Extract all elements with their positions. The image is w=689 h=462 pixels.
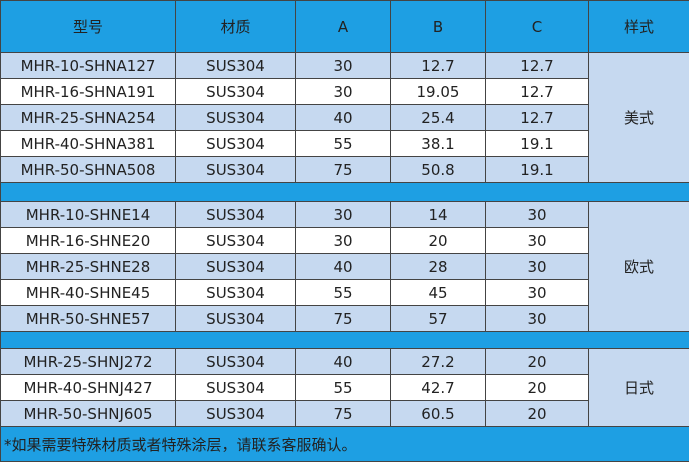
style-cell: 日式 xyxy=(589,349,689,427)
cell: 30 xyxy=(486,228,589,254)
cell: MHR-25-SHNE28 xyxy=(1,254,176,280)
cell: 12.7 xyxy=(486,53,589,79)
header-cell: C xyxy=(486,1,589,53)
separator xyxy=(1,183,689,202)
cell: 19.05 xyxy=(391,79,486,105)
cell: SUS304 xyxy=(176,349,296,375)
cell: SUS304 xyxy=(176,53,296,79)
cell: SUS304 xyxy=(176,157,296,183)
cell: MHR-16-SHNA191 xyxy=(1,79,176,105)
cell: SUS304 xyxy=(176,254,296,280)
cell: 27.2 xyxy=(391,349,486,375)
cell: SUS304 xyxy=(176,280,296,306)
cell: 75 xyxy=(296,306,391,332)
cell: 55 xyxy=(296,131,391,157)
cell: 55 xyxy=(296,375,391,401)
cell: 42.7 xyxy=(391,375,486,401)
cell: 20 xyxy=(486,349,589,375)
cell: 30 xyxy=(486,280,589,306)
cell: 30 xyxy=(296,79,391,105)
cell: 40 xyxy=(296,349,391,375)
cell: SUS304 xyxy=(176,228,296,254)
cell: SUS304 xyxy=(176,79,296,105)
separator xyxy=(1,332,689,349)
footer-row: *如果需要特殊材质或者特殊涂层，请联系客服确认。 xyxy=(1,427,689,462)
cell: 45 xyxy=(391,280,486,306)
cell: MHR-16-SHNE20 xyxy=(1,228,176,254)
cell: 38.1 xyxy=(391,131,486,157)
cell: 25.4 xyxy=(391,105,486,131)
cell: 57 xyxy=(391,306,486,332)
cell: 19.1 xyxy=(486,131,589,157)
cell: 75 xyxy=(296,401,391,427)
cell: 12.7 xyxy=(486,105,589,131)
cell: 60.5 xyxy=(391,401,486,427)
cell: 75 xyxy=(296,157,391,183)
cell: 20 xyxy=(486,401,589,427)
cell: 50.8 xyxy=(391,157,486,183)
cell: MHR-50-SHNE57 xyxy=(1,306,176,332)
cell: 12.7 xyxy=(486,79,589,105)
cell: SUS304 xyxy=(176,202,296,228)
separator-row xyxy=(1,183,689,202)
cell: MHR-40-SHNJ427 xyxy=(1,375,176,401)
cell: SUS304 xyxy=(176,401,296,427)
cell: SUS304 xyxy=(176,105,296,131)
separator-row xyxy=(1,332,689,349)
cell: MHR-40-SHNE45 xyxy=(1,280,176,306)
cell: SUS304 xyxy=(176,306,296,332)
cell: 30 xyxy=(296,53,391,79)
style-cell: 欧式 xyxy=(589,202,689,332)
cell: MHR-50-SHNJ605 xyxy=(1,401,176,427)
cell: SUS304 xyxy=(176,375,296,401)
cell: 20 xyxy=(391,228,486,254)
cell: MHR-50-SHNA508 xyxy=(1,157,176,183)
cell: 30 xyxy=(296,228,391,254)
cell: 40 xyxy=(296,254,391,280)
cell: 40 xyxy=(296,105,391,131)
cell: 28 xyxy=(391,254,486,280)
cell: 14 xyxy=(391,202,486,228)
header-cell: A xyxy=(296,1,391,53)
cell: MHR-10-SHNE14 xyxy=(1,202,176,228)
cell: 20 xyxy=(486,375,589,401)
cell: 30 xyxy=(296,202,391,228)
cell: 19.1 xyxy=(486,157,589,183)
header-cell: 材质 xyxy=(176,1,296,53)
cell: MHR-25-SHNA254 xyxy=(1,105,176,131)
style-cell: 美式 xyxy=(589,53,689,183)
footnote: *如果需要特殊材质或者特殊涂层，请联系客服确认。 xyxy=(1,427,689,462)
header-cell: 型号 xyxy=(1,1,176,53)
cell: 30 xyxy=(486,254,589,280)
cell: 12.7 xyxy=(391,53,486,79)
cell: 30 xyxy=(486,202,589,228)
cell: MHR-25-SHNJ272 xyxy=(1,349,176,375)
cell: MHR-40-SHNA381 xyxy=(1,131,176,157)
cell: 30 xyxy=(486,306,589,332)
cell: SUS304 xyxy=(176,131,296,157)
header-cell: B xyxy=(391,1,486,53)
cell: 55 xyxy=(296,280,391,306)
cell: MHR-10-SHNA127 xyxy=(1,53,176,79)
header-cell: 样式 xyxy=(589,1,689,53)
